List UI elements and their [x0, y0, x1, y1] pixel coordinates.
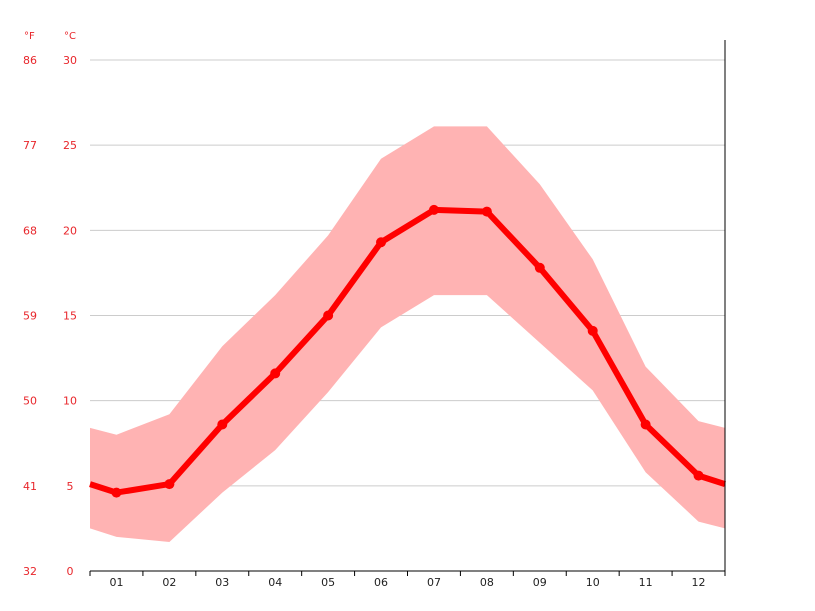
month-tick-label: 05: [321, 576, 335, 589]
average-temperature-line: [89, 206, 726, 496]
fahrenheit-tick-label: 41: [23, 480, 37, 493]
month-tick-label: 12: [692, 576, 706, 589]
celsius-tick-label: 25: [63, 139, 77, 152]
celsius-tick-label: 30: [63, 54, 77, 67]
month-tick-label: 03: [215, 576, 229, 589]
temperature-range-band: [90, 126, 725, 543]
data-point: [323, 310, 334, 321]
month-tick-label: 08: [480, 576, 494, 589]
fahrenheit-tick-label: 68: [23, 224, 37, 237]
month-tick-label: 07: [427, 576, 441, 589]
month-tick-label: 11: [639, 576, 653, 589]
fahrenheit-unit-label: °F: [24, 31, 35, 42]
data-point: [534, 262, 545, 273]
fahrenheit-tick-label: 77: [23, 139, 37, 152]
month-tick-label: 04: [268, 576, 282, 589]
data-point: [587, 325, 598, 336]
month-tick-label: 10: [586, 576, 600, 589]
celsius-tick-label: 5: [67, 480, 74, 493]
month-tick-label: 02: [162, 576, 176, 589]
data-point: [481, 206, 492, 217]
data-point: [164, 479, 175, 490]
axes: 0 32 5 41 10 50 15 59 20 68 25 77 30 86 01 02 03 04 05 06 07…: [23, 40, 726, 589]
data-point: [376, 237, 387, 248]
data-point: [428, 204, 439, 215]
fahrenheit-tick-label: 32: [23, 565, 37, 578]
fahrenheit-tick-label: 59: [23, 310, 37, 323]
celsius-tick-label: 15: [63, 310, 77, 323]
data-point: [270, 368, 281, 379]
celsius-tick-label: 10: [63, 395, 77, 408]
temperature-series: [89, 204, 726, 498]
data-point: [217, 419, 228, 430]
month-tick-label: 01: [109, 576, 123, 589]
data-point: [111, 487, 122, 498]
celsius-unit-label: °C: [64, 31, 76, 42]
data-point: [640, 419, 651, 430]
fahrenheit-tick-label: 86: [23, 54, 37, 67]
month-tick-label: 06: [374, 576, 388, 589]
celsius-tick-label: 20: [63, 224, 77, 237]
month-tick-label: 09: [533, 576, 547, 589]
temperature-band-area: [90, 126, 725, 543]
celsius-tick-label: 0: [67, 565, 74, 578]
fahrenheit-tick-label: 50: [23, 395, 37, 408]
data-point: [693, 470, 704, 481]
